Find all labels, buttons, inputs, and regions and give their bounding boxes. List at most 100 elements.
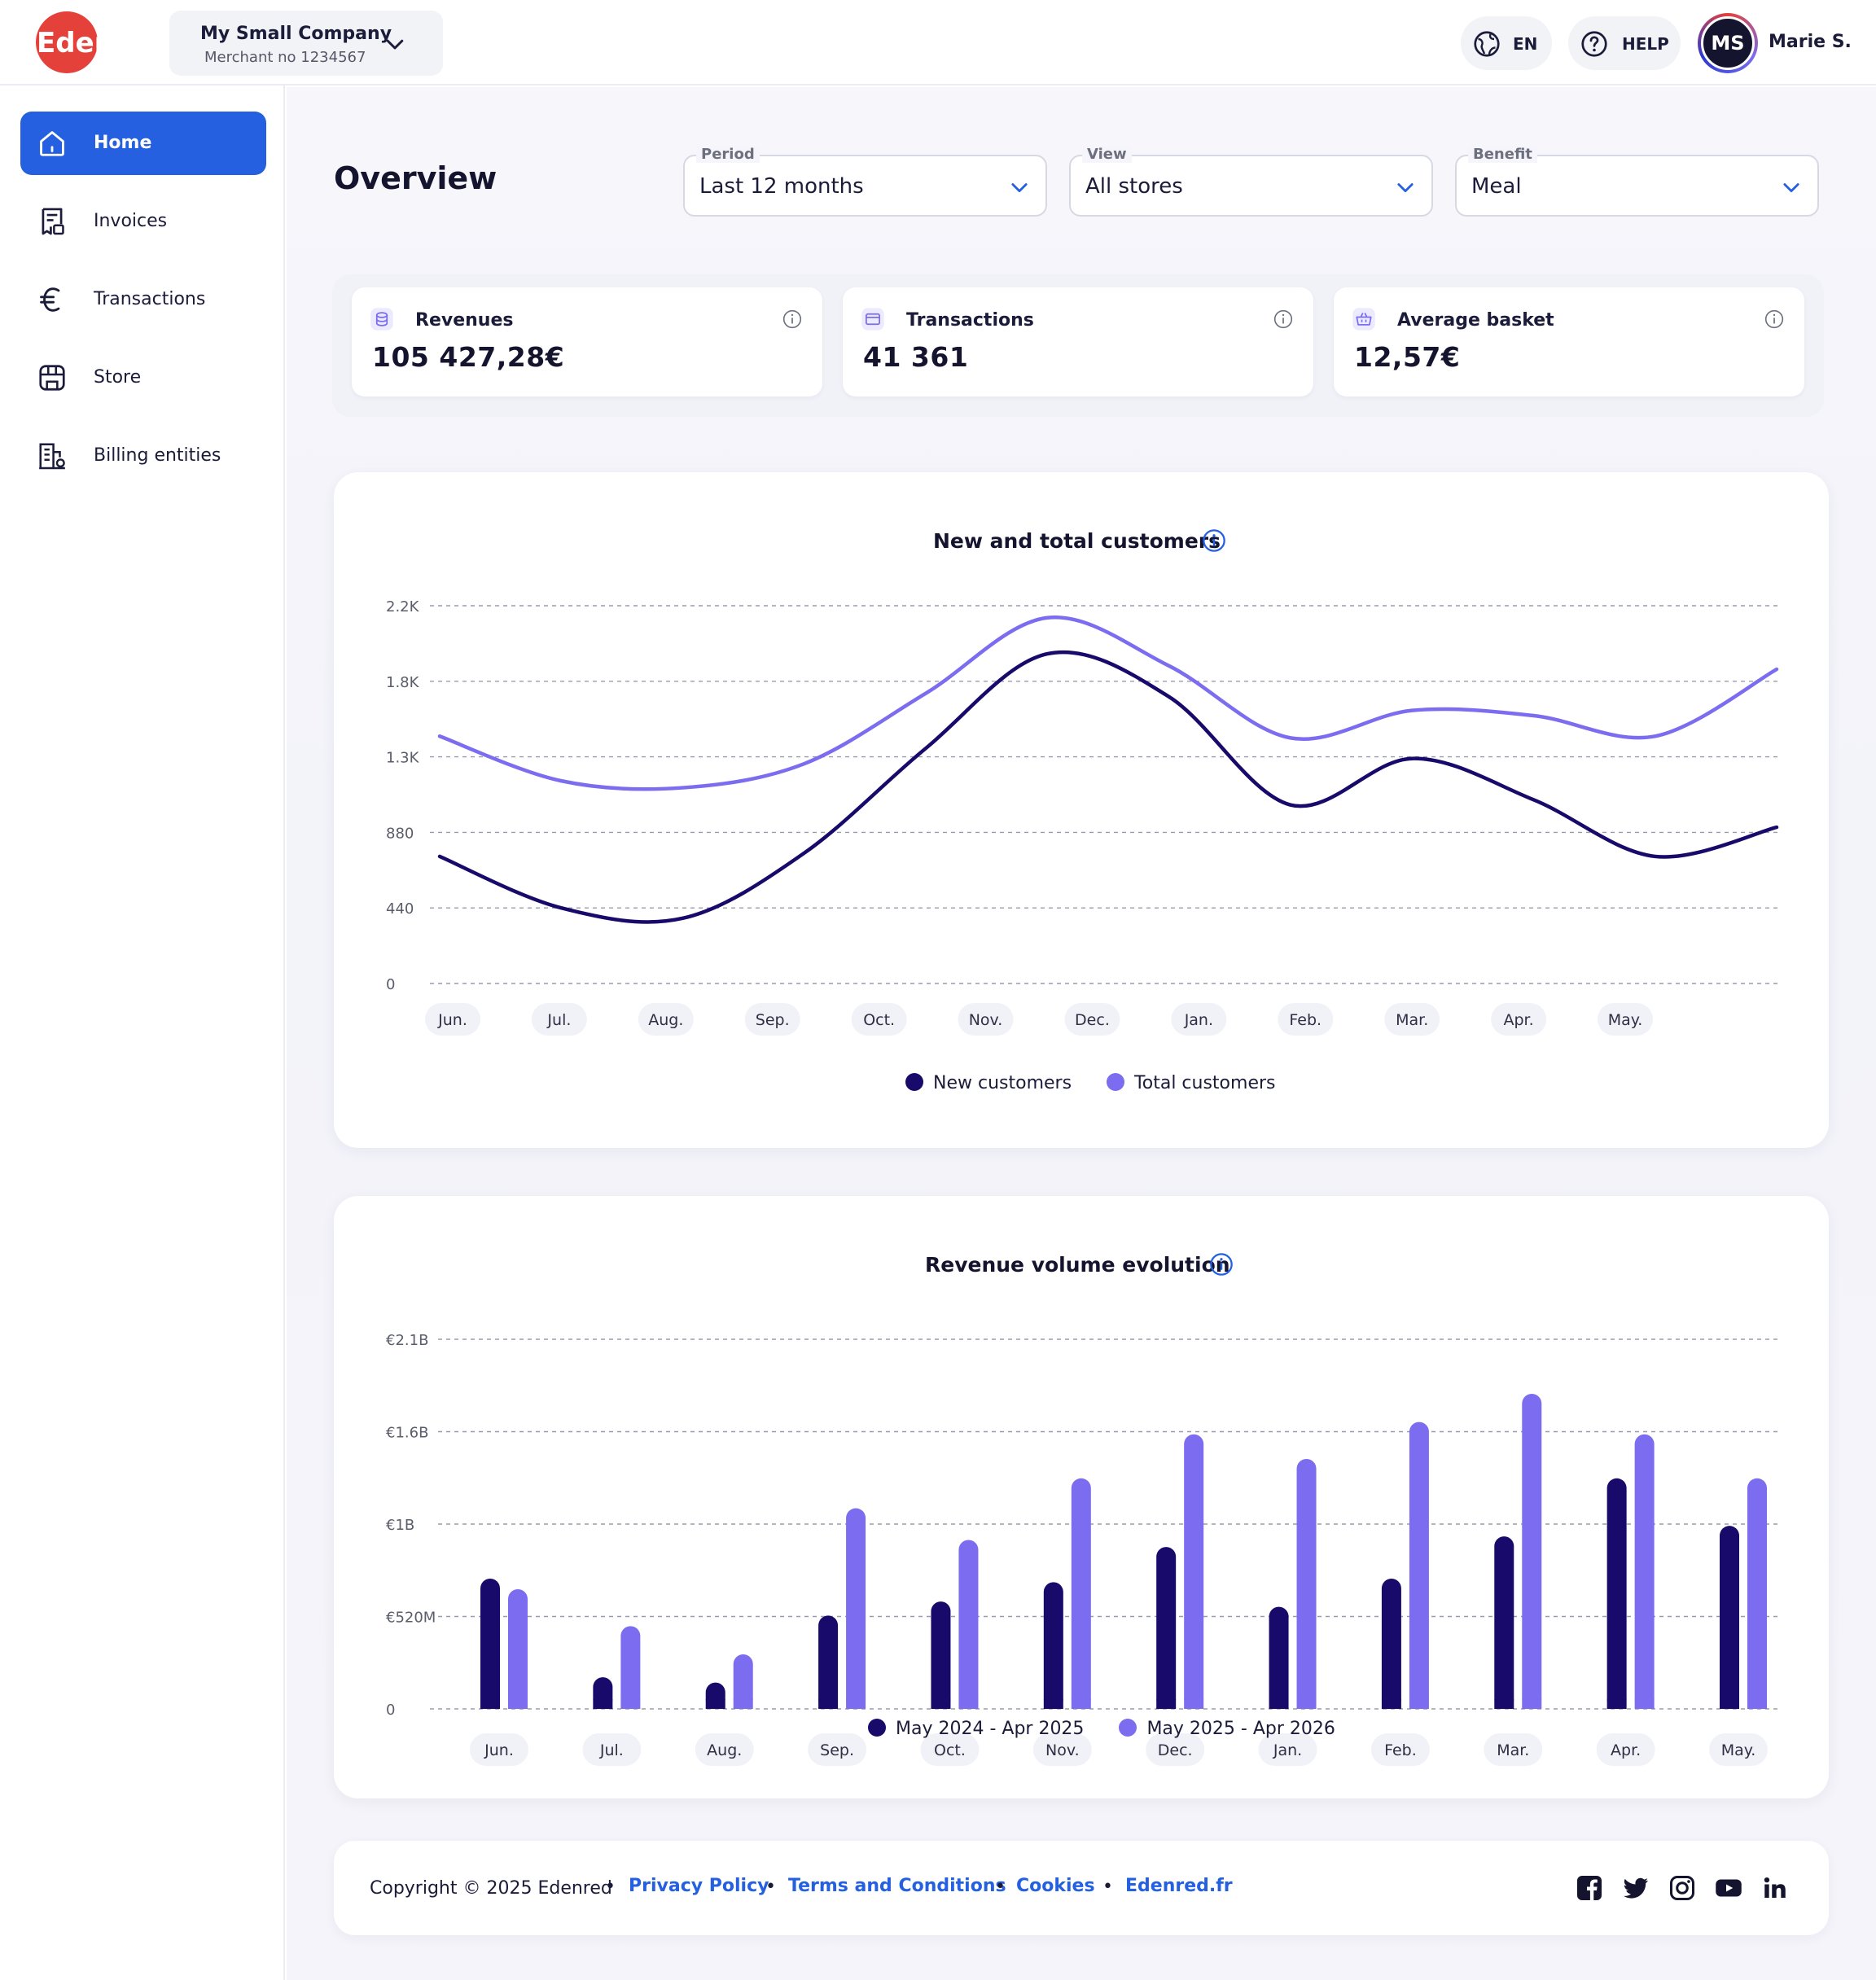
store-icon [39,365,65,391]
company-name: My Small Company [200,24,392,44]
chart-legend: May 2024 - Apr 2025 May 2025 - Apr 2026 [868,1719,1335,1739]
x-tick-label: Jun. [484,1741,514,1759]
chevron-down-icon [1397,183,1414,193]
sidebar-item-transactions[interactable]: Transactions [20,268,266,331]
legend-item-previous-period[interactable]: May 2024 - Apr 2025 [868,1719,1084,1739]
building-icon [39,443,65,470]
merchant-selector[interactable]: My Small Company Merchant no 1234567 [169,11,443,76]
copyright: Copyright © 2025 Edenred [370,1878,612,1899]
bar-base [1634,1699,1655,1709]
x-tick-pill [1491,1003,1547,1036]
bar-base [1494,1699,1514,1709]
bar-base [1043,1699,1063,1709]
kpi-transactions: Transactions 41 361 [843,287,1313,396]
facebook-icon[interactable] [1575,1873,1604,1903]
edenred-logo[interactable]: Edenred [34,10,140,75]
edenred-link[interactable]: Edenred.fr [1125,1876,1233,1896]
x-tick-label: Sep. [820,1741,854,1759]
bar [818,1615,839,1709]
bar [1634,1434,1655,1709]
chart-legend: New customers Total customers [905,1073,1275,1093]
revenue-chart-card: Revenue volume evolution 0 €520M €1B €1.6B €… [334,1196,1829,1798]
legend-label: May 2025 - Apr 2026 [1146,1719,1335,1739]
x-tick-label: Jun. [437,1011,467,1029]
sidebar-item-store[interactable]: Store [20,346,266,410]
bar [1071,1478,1091,1709]
avatar[interactable]: MS [1698,13,1758,73]
legend-dot [1119,1719,1137,1737]
x-tick-label: Aug. [648,1011,683,1029]
user-name[interactable]: Marie S. [1769,32,1852,52]
x-tick-label: Jan. [1184,1011,1213,1029]
bar-base [1156,1699,1177,1709]
youtube-icon[interactable] [1714,1873,1743,1903]
x-tick-pill [1709,1733,1768,1766]
info-icon[interactable] [1201,528,1227,554]
separator: • [1102,1877,1113,1897]
x-tick-label: May. [1721,1741,1756,1759]
x-tick-pill [1258,1733,1317,1766]
kpi-value: 12,57€ [1354,341,1461,373]
help-button[interactable]: HELP [1568,16,1681,70]
linkedin-icon[interactable] [1760,1873,1790,1903]
bar [480,1579,500,1709]
bar-base [733,1699,753,1709]
legend-dot [905,1073,923,1091]
legend-label: New customers [933,1073,1072,1093]
instagram-icon[interactable] [1668,1873,1697,1903]
bar [1522,1394,1542,1709]
language-button[interactable]: EN [1461,16,1552,70]
twitter-icon[interactable] [1621,1873,1650,1903]
x-tick-label: Aug. [707,1741,742,1759]
legend-item-new-customers[interactable]: New customers [905,1073,1072,1093]
bar [1720,1526,1739,1709]
legend-item-total-customers[interactable]: Total customers [1107,1073,1275,1093]
x-tick-label: Oct. [863,1011,895,1029]
x-tick-label: Apr. [1611,1741,1641,1759]
kpi-panel: Revenues 105 427,28€ Transactions 41 361… [332,274,1824,417]
logo-text: Edenred [37,27,140,59]
help-label: HELP [1622,34,1669,54]
period-select[interactable]: Period Last 12 months [683,146,1047,217]
kpi-label: Average basket [1397,310,1554,331]
main-content: Overview Period Last 12 months View All … [287,87,1876,1980]
card-icon [861,308,884,331]
bar-base [1184,1699,1204,1709]
info-icon[interactable] [1764,309,1785,330]
bar [1269,1606,1289,1709]
question-icon [1581,31,1607,57]
sidebar-item-label: Invoices [94,211,168,231]
legend-item-current-period[interactable]: May 2025 - Apr 2026 [1119,1719,1335,1739]
bar-base [620,1699,641,1709]
period-label: Period [696,146,760,163]
x-tick-pill [425,1003,480,1036]
benefit-select[interactable]: Benefit Meal [1455,146,1819,217]
separator: • [605,1877,616,1897]
bar [733,1654,753,1709]
x-tick-pill [851,1003,907,1036]
info-icon[interactable] [1273,309,1294,330]
x-tick-label: Oct. [934,1741,966,1759]
bar-base [1071,1699,1091,1709]
sidebar: Home Invoices Transactions Store Billing… [0,85,285,1980]
basket-icon [1352,308,1375,331]
y-tick-label: 2.2K [386,598,420,615]
sidebar-item-invoices[interactable]: Invoices [20,190,266,253]
x-tick-pill [1596,1733,1655,1766]
terms-link[interactable]: Terms and Conditions [788,1876,1006,1896]
x-tick-pill [808,1733,867,1766]
x-tick-label: Sep. [756,1011,790,1029]
info-icon[interactable] [1208,1251,1234,1277]
info-icon[interactable] [782,309,803,330]
euro-icon [40,287,60,312]
bar [1043,1582,1063,1709]
separator: • [765,1877,776,1897]
view-select[interactable]: View All stores [1069,146,1433,217]
sidebar-item-billing-entities[interactable]: Billing entities [20,424,266,488]
privacy-policy-link[interactable]: Privacy Policy [629,1876,769,1896]
cookies-link[interactable]: Cookies [1016,1876,1095,1896]
x-tick-label: Jul. [546,1011,571,1029]
sidebar-item-home[interactable]: Home [20,112,266,175]
line-chart: 0 440 880 1.3K 1.8K 2.2K Jun. Jul. Aug. Sep. Oct. N… [386,598,1782,1036]
legend-label: Total customers [1134,1073,1276,1093]
